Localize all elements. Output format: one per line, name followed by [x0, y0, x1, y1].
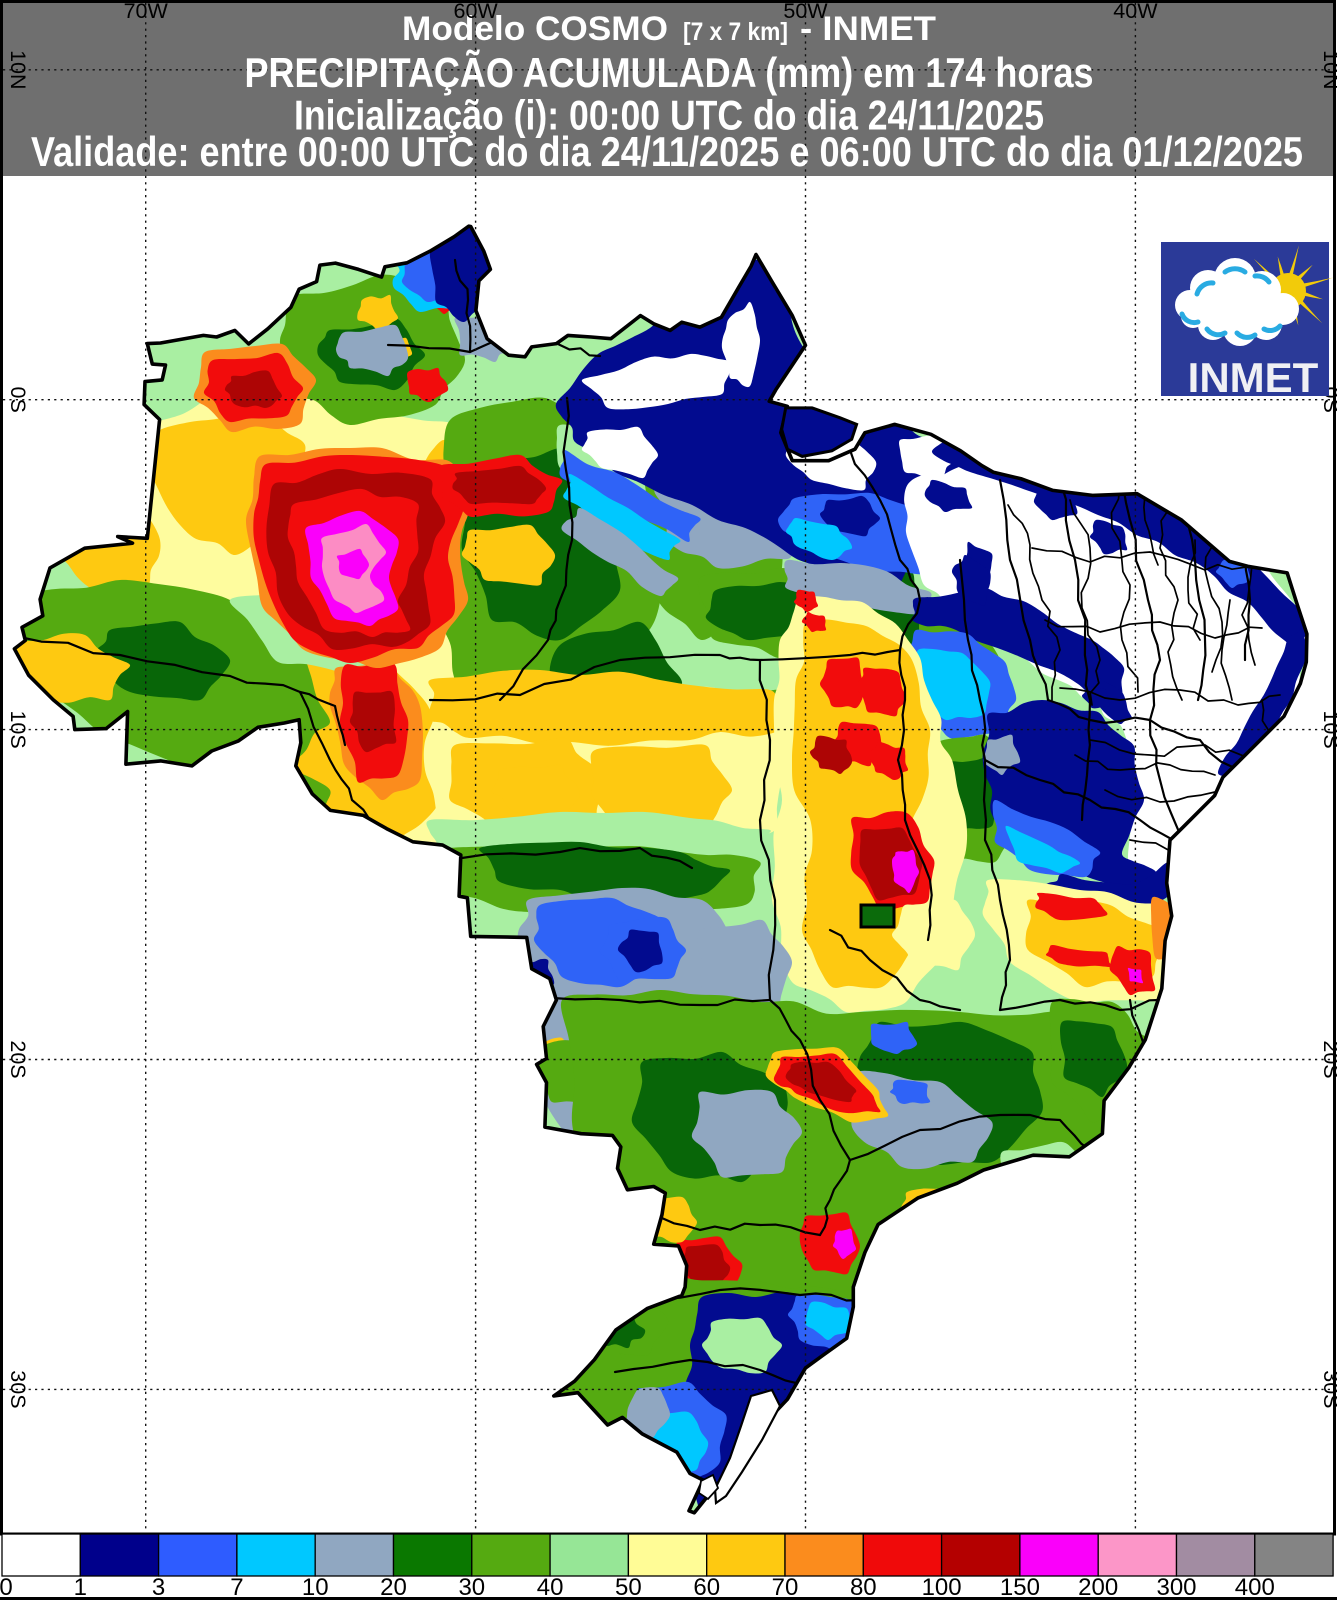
svg-text:Validade: entre 00:00 UTC do d: Validade: entre 00:00 UTC do dia 24/11/2…: [31, 128, 1303, 175]
svg-text:80: 80: [850, 1574, 877, 1600]
svg-text:20: 20: [380, 1574, 407, 1600]
svg-text:60: 60: [693, 1574, 720, 1600]
svg-text:0S: 0S: [6, 387, 30, 413]
svg-text:20S: 20S: [1319, 1040, 1337, 1078]
svg-text:3: 3: [152, 1574, 165, 1600]
svg-text:PRECIPITAÇÃO ACUMULADA (mm) em: PRECIPITAÇÃO ACUMULADA (mm) em 174 horas: [245, 49, 1094, 96]
svg-text:1: 1: [74, 1574, 87, 1600]
svg-text:[7 x 7 km]: [7 x 7 km]: [683, 18, 788, 46]
svg-text:0: 0: [0, 1574, 13, 1600]
svg-text:50: 50: [615, 1574, 642, 1600]
svg-text:300: 300: [1156, 1574, 1196, 1600]
svg-text:400: 400: [1235, 1574, 1275, 1600]
svg-text:70: 70: [772, 1574, 799, 1600]
svg-text:70W: 70W: [124, 0, 169, 23]
svg-text:30: 30: [458, 1574, 485, 1600]
svg-text:- INMET: - INMET: [800, 10, 936, 48]
svg-text:20S: 20S: [6, 1040, 30, 1078]
svg-text:150: 150: [1000, 1574, 1040, 1600]
svg-text:50W: 50W: [783, 0, 828, 23]
svg-text:60W: 60W: [453, 0, 498, 23]
svg-text:30S: 30S: [6, 1370, 30, 1408]
svg-text:30S: 30S: [1319, 1370, 1337, 1408]
svg-text:Modelo COSMO: Modelo COSMO: [402, 10, 668, 48]
svg-text:Inicialização (i): 00:00 UTC d: Inicialização (i): 00:00 UTC do dia 24/1…: [294, 92, 1044, 139]
svg-text:40W: 40W: [1113, 0, 1158, 23]
svg-text:10N: 10N: [6, 50, 30, 89]
svg-text:INMET: INMET: [1188, 354, 1319, 401]
svg-text:200: 200: [1078, 1574, 1118, 1600]
svg-text:10S: 10S: [1319, 710, 1337, 748]
svg-text:10S: 10S: [6, 710, 30, 748]
svg-text:10: 10: [302, 1574, 329, 1600]
svg-text:7: 7: [230, 1574, 243, 1600]
svg-text:10N: 10N: [1319, 50, 1337, 89]
svg-text:100: 100: [922, 1574, 962, 1600]
svg-text:40: 40: [537, 1574, 564, 1600]
